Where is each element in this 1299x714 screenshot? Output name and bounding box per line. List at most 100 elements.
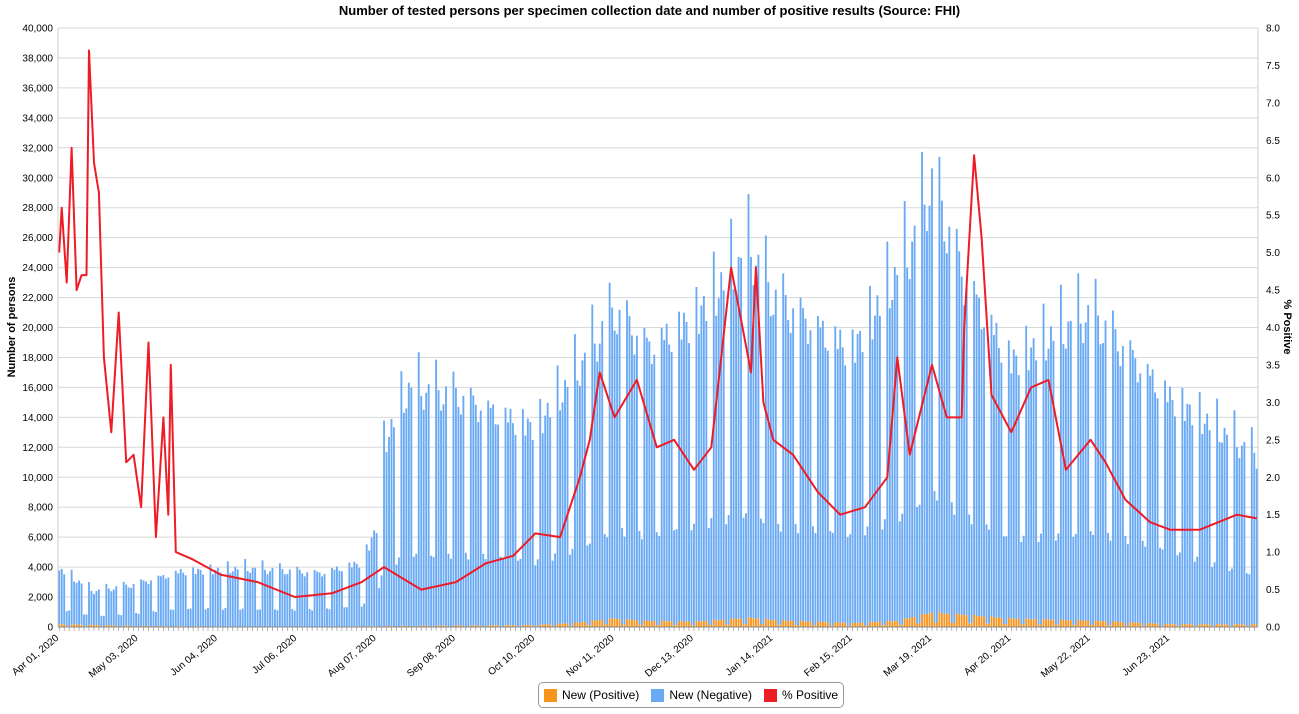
bar-negative (1062, 344, 1065, 621)
bar-positive (1057, 624, 1060, 627)
legend: New (Positive) New (Negative) % Positive (538, 682, 844, 708)
bar-negative (1151, 369, 1154, 624)
bar-negative (1042, 303, 1045, 619)
bar-positive (809, 621, 812, 627)
bar-positive (906, 618, 909, 627)
bar-negative (75, 582, 78, 625)
bar-negative (1250, 427, 1253, 625)
bar-negative (474, 404, 477, 626)
bar-positive (95, 625, 98, 627)
bar-negative (1166, 402, 1169, 625)
bar-positive (1151, 623, 1154, 627)
y-tick-label: 10,000 (22, 473, 53, 484)
bar-positive (970, 623, 973, 627)
y2-tick-label: 1.5 (1266, 510, 1280, 521)
bar-negative (355, 563, 358, 627)
legend-item-percent-positive[interactable]: % Positive (764, 688, 838, 702)
bar-negative (321, 576, 323, 627)
bar-negative (759, 518, 762, 625)
bar-positive (157, 625, 160, 627)
bar-positive (938, 611, 941, 627)
bar-negative (212, 574, 214, 627)
bar-negative (150, 580, 152, 627)
bar-negative (397, 557, 400, 627)
bar-positive (1139, 622, 1142, 627)
bar-positive (410, 625, 413, 627)
bar-negative (497, 424, 500, 626)
bar-negative (566, 386, 569, 624)
bar-positive (893, 621, 896, 627)
bar-negative (363, 603, 366, 627)
bar-negative (794, 523, 797, 626)
bar-positive (1238, 624, 1241, 627)
bar-positive (965, 615, 968, 627)
bar-positive (633, 620, 636, 627)
bar-negative (244, 558, 247, 627)
bar-negative (831, 532, 834, 626)
bar-negative (70, 569, 73, 625)
bar-negative (829, 530, 832, 626)
legend-item-positive[interactable]: New (Positive) (543, 688, 639, 702)
bar-negative (348, 562, 351, 627)
bar-positive (1121, 622, 1124, 627)
bar-positive (1027, 619, 1030, 627)
bar-negative (157, 575, 160, 626)
bar-negative (197, 568, 200, 627)
bar-negative (935, 500, 938, 623)
bar-negative (130, 587, 133, 626)
bar-negative (1032, 338, 1035, 620)
bar-positive (928, 613, 931, 627)
bar-negative (63, 574, 66, 625)
bar-negative (1208, 430, 1211, 625)
bar-positive (559, 623, 561, 627)
bar-negative (60, 568, 63, 625)
bar-negative (576, 380, 579, 623)
bar-positive (1104, 621, 1107, 627)
bar-negative (145, 581, 147, 627)
bar-positive (940, 613, 943, 627)
bars (58, 151, 1258, 627)
x-tick-label: May 22, 2021 (1039, 633, 1093, 681)
bar-negative (561, 402, 564, 624)
legend-label-percent-positive: % Positive (782, 688, 839, 702)
bar-negative (127, 587, 130, 626)
bar-negative (479, 410, 482, 626)
bar-negative (819, 327, 822, 622)
bar-positive (712, 619, 715, 627)
bar-negative (482, 553, 485, 627)
bar-negative (140, 579, 142, 626)
y2-tick-label: 5.0 (1266, 248, 1280, 259)
bar-positive (556, 623, 559, 627)
bar-positive (1072, 624, 1075, 627)
legend-item-negative[interactable]: New (Negative) (651, 688, 752, 702)
bar-negative (571, 548, 574, 626)
bar-negative (628, 316, 631, 620)
y2-tick-label: 6.0 (1266, 173, 1280, 184)
x-tick-label: May 03, 2020 (87, 633, 141, 681)
y2-tick-label: 7.0 (1266, 98, 1280, 109)
bar-positive (400, 625, 403, 627)
bar-positive (886, 620, 889, 627)
bar-negative (261, 560, 264, 627)
y-tick-label: 20,000 (22, 323, 53, 334)
bar-positive (983, 616, 985, 627)
bar-negative (1218, 442, 1221, 625)
bar-positive (683, 621, 685, 627)
bar-negative (546, 402, 549, 625)
bar-negative (435, 359, 438, 626)
bar-positive (802, 621, 804, 627)
bar-negative (665, 323, 668, 622)
y-tick-label: 26,000 (22, 233, 53, 244)
bar-positive (407, 625, 410, 627)
bar-positive (125, 625, 128, 627)
bar-negative (888, 308, 891, 622)
bar-positive (598, 620, 601, 627)
bar-negative (1074, 534, 1077, 625)
bar-positive (1109, 625, 1112, 627)
legend-swatch-negative (651, 688, 665, 702)
bar-negative (913, 225, 916, 617)
bar-positive (578, 622, 581, 627)
bar-positive (1089, 624, 1092, 627)
bar-negative (836, 349, 839, 623)
bar-positive (933, 622, 936, 627)
